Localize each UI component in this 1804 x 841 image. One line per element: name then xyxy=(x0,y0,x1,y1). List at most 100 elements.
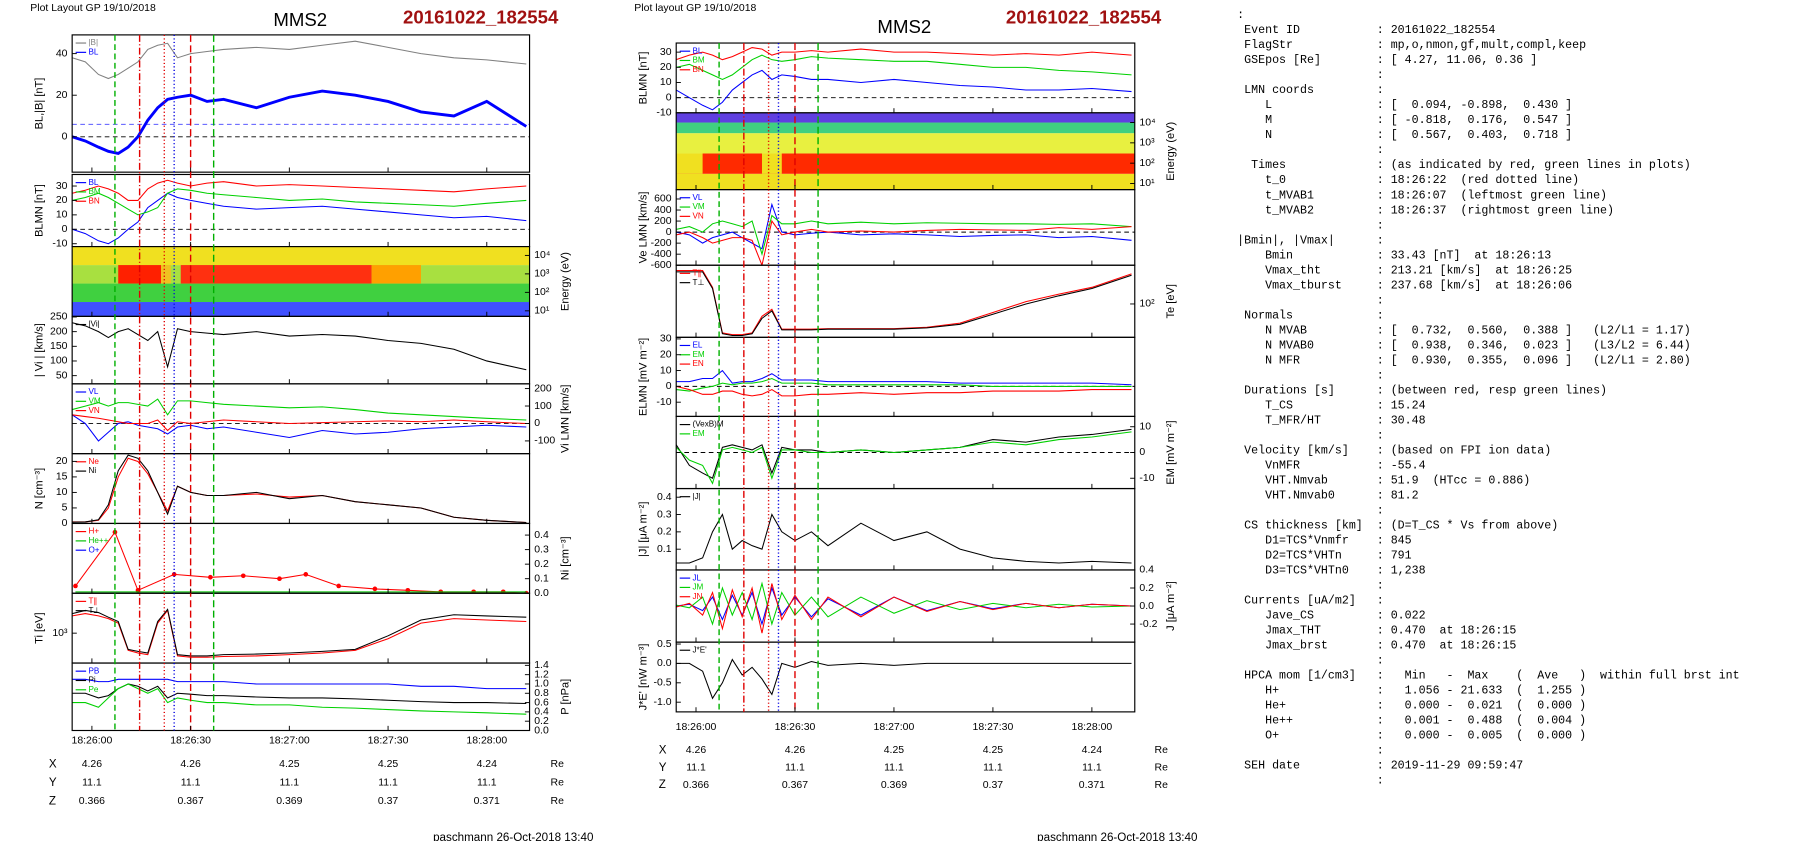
info-line: Currents [uA/m2] : xyxy=(1237,594,1384,607)
legend-label: BN xyxy=(693,65,704,74)
probe-title: MMS2 xyxy=(877,16,931,37)
y-tick-label: 0.8 xyxy=(534,688,549,699)
position-value: 11.1 xyxy=(378,778,398,789)
data-point xyxy=(240,573,246,579)
position-value: 0.367 xyxy=(782,780,808,791)
y-tick-label: 10⁴ xyxy=(534,250,550,261)
y-tick-label: 1.2 xyxy=(534,669,549,680)
position-label: Y xyxy=(49,776,57,789)
data-point xyxy=(303,572,309,577)
position-label: Z xyxy=(49,795,56,808)
y-axis-label: P [nPa] xyxy=(560,679,572,715)
legend-label: T∥ xyxy=(88,597,97,606)
y-tick-label: 5 xyxy=(62,503,68,514)
series-line xyxy=(72,398,527,421)
footer: paschmann 26-Oct-2018 13:40 xyxy=(1037,831,1198,841)
legend-label: BL xyxy=(693,46,703,55)
y-tick-label: 20 xyxy=(660,62,672,73)
info-line: Jave_CS : 0.022 xyxy=(1237,609,1425,622)
y-tick-label: 0 xyxy=(1139,447,1145,458)
position-label: Y xyxy=(659,761,667,774)
layout-title: Plot Layout GP 19/10/2018 xyxy=(30,3,156,14)
event-title: 20161022_182554 xyxy=(403,7,559,28)
x-tick-label: 18:27:30 xyxy=(368,736,409,747)
spectrogram-cell xyxy=(371,265,421,284)
y-tick-label: 20 xyxy=(56,90,68,101)
y-axis-label: J*E' [nW m⁻³] xyxy=(638,644,650,711)
legend-label: PB xyxy=(88,666,99,675)
position-value: 4.25 xyxy=(378,759,399,770)
info-line: T_MFR/HT : 30.48 xyxy=(1237,414,1425,427)
y-tick-label: 0.4 xyxy=(1139,565,1154,576)
info-line: Bmin : 33.43 [nT] at 18:26:13 xyxy=(1237,249,1551,262)
y-tick-label: -1.0 xyxy=(654,697,672,708)
spectrogram-cell xyxy=(676,122,1135,134)
y-tick-label: 0.6 xyxy=(534,697,549,708)
position-value: 11.1 xyxy=(477,778,497,789)
y-tick-label: 100 xyxy=(50,356,68,367)
info-line: N MVAB : [ 0.732, 0.560, 0.388 ] (L2/L1 … xyxy=(1237,324,1691,337)
y-tick-label: 10² xyxy=(534,287,550,298)
position-value: 0.366 xyxy=(683,780,709,791)
y-axis-label: | Vi | [km/s] xyxy=(33,323,45,377)
info-line: He++ : 0.001 - 0.488 ( 0.004 ) xyxy=(1237,714,1586,727)
legend-label: JM xyxy=(693,583,704,592)
y-tick-label: 10¹ xyxy=(1139,178,1155,189)
y-axis-label: Ve LMN [km/s] xyxy=(638,192,650,264)
position-unit: Re xyxy=(551,778,565,789)
legend-label: VM xyxy=(88,396,100,405)
y-axis-label: BLMN [nT] xyxy=(638,52,650,105)
y-tick-label: 20 xyxy=(56,456,68,467)
info-line: D3=TCS*VHTn0 : 1,238 xyxy=(1237,564,1425,577)
info-line: Jmax_brst : 0.470 at 18:26:15 xyxy=(1237,639,1516,652)
position-value: 4.25 xyxy=(279,759,300,770)
y-tick-label: -0.2 xyxy=(1139,619,1157,630)
position-unit: Re xyxy=(1155,780,1169,791)
position-value: 0.367 xyxy=(178,796,204,807)
y-tick-label: 0.0 xyxy=(657,658,672,669)
y-tick-label: 0.3 xyxy=(657,509,672,520)
position-value: 11.1 xyxy=(686,762,706,773)
legend-label: VL xyxy=(88,387,98,396)
legend-label: T⊥ xyxy=(88,606,100,615)
info-line: D1=TCS*Vnmfr : 845 xyxy=(1237,534,1411,547)
info-line: : xyxy=(1237,144,1384,157)
info-line: HPCA mom [1/cm3] : Min - Max ( Ave ) wit… xyxy=(1237,669,1739,682)
y-tick-label: 30 xyxy=(56,181,68,192)
info-line: Jmax_THT : 0.470 at 18:26:15 xyxy=(1237,624,1516,637)
info-line: Velocity [km/s] : (based on FPI ion data… xyxy=(1237,444,1551,457)
position-value: 0.369 xyxy=(881,780,907,791)
info-line: M : [ -0.818, 0.176, 0.547 ] xyxy=(1237,114,1572,127)
legend-label: BM xyxy=(88,187,100,196)
y-axis-label: ELMN [mV m⁻²] xyxy=(638,338,650,416)
y-tick-label: 0 xyxy=(666,227,672,238)
spectrogram-cell xyxy=(118,265,162,284)
y-tick-label: -0.5 xyxy=(654,678,672,689)
info-line: N MVAB0 : [ 0.938, 0.346, 0.023 ] (L3/L2… xyxy=(1237,339,1691,352)
info-line: Normals : xyxy=(1237,309,1384,322)
y-tick-label: 0 xyxy=(62,132,68,143)
info-line: L : [ 0.094, -0.898, 0.430 ] xyxy=(1237,99,1572,112)
info-line: : xyxy=(1237,504,1384,517)
info-line: SEH date : 2019-11-29 09:59:47 xyxy=(1237,759,1523,772)
position-value: 11.1 xyxy=(280,778,300,789)
y-tick-label: 0.1 xyxy=(534,573,549,584)
spectrogram-cell xyxy=(72,246,530,266)
y-tick-label: 40 xyxy=(56,48,68,59)
info-line: t_0 : 18:26:22 (red dotted line) xyxy=(1237,174,1579,187)
x-tick-label: 18:26:30 xyxy=(775,722,816,733)
y-axis-label: |J| [μA m⁻²] xyxy=(638,502,650,557)
info-line: : xyxy=(1237,744,1384,757)
info-line: Event ID : 20161022_182554 xyxy=(1237,24,1495,37)
y-tick-label: 20 xyxy=(56,195,68,206)
y-tick-label: 0.2 xyxy=(1139,583,1154,594)
y-axis-label: Energy (eV) xyxy=(560,252,572,311)
y-tick-label: 1.4 xyxy=(534,660,549,671)
y-tick-label: 10 xyxy=(56,487,68,498)
y-tick-label: 0.2 xyxy=(657,527,672,538)
data-point xyxy=(372,586,378,592)
spectrogram-cell xyxy=(161,265,171,284)
x-tick-label: 18:28:00 xyxy=(1071,722,1112,733)
position-unit: Re xyxy=(551,796,565,807)
position-value: 11.1 xyxy=(82,778,102,789)
